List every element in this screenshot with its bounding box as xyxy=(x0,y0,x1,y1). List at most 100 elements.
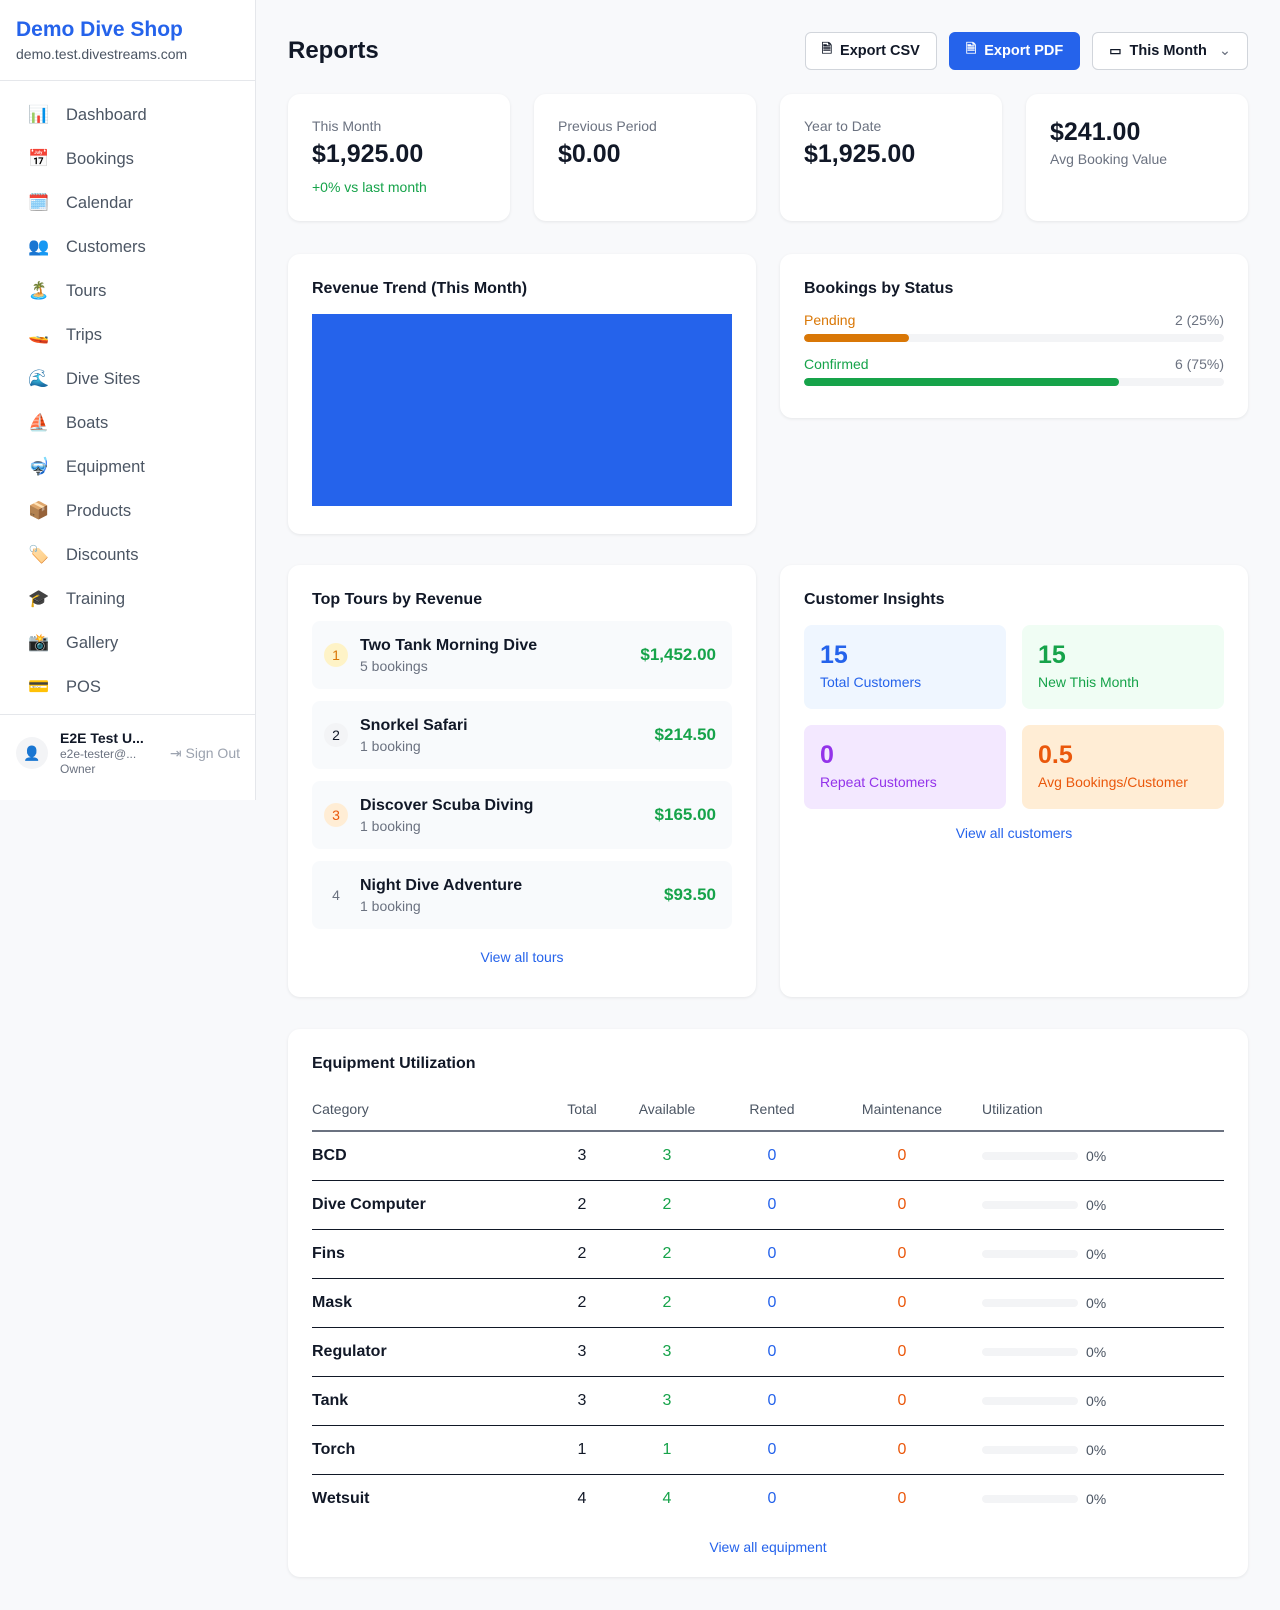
cell: 0 xyxy=(722,1376,822,1426)
cell: 3 xyxy=(552,1327,612,1377)
cell: Dive Computer xyxy=(312,1180,552,1230)
utilization-value: 0% xyxy=(1086,1147,1107,1164)
tour-item[interactable]: 3 Discover Scuba Diving 1 booking $165.00 xyxy=(312,781,732,849)
chevron-down-icon: ⌄ xyxy=(1218,43,1231,59)
sidebar-item-training[interactable]: 🎓 Training xyxy=(16,577,239,621)
dashboard-icon: 📊 xyxy=(28,105,50,124)
cell: 0 xyxy=(897,1489,907,1507)
sidebar-item-label: Products xyxy=(66,501,132,520)
calendar-icon: ▭ xyxy=(1109,43,1122,58)
cell: 3 xyxy=(552,1131,612,1181)
cell: Torch xyxy=(312,1425,552,1475)
insight-label: Total Customers xyxy=(820,674,922,690)
utilization: 0% xyxy=(982,1491,1224,1507)
rank-badge: 2 xyxy=(324,723,348,747)
cell: 2 xyxy=(552,1180,612,1230)
shop-name[interactable]: Demo Dive Shop xyxy=(16,18,183,41)
table-row: Fins 2 2 0 0 0% xyxy=(312,1229,1224,1279)
stat-previous-period: Previous Period $0.00 xyxy=(534,94,756,221)
tour-bookings: 1 booking xyxy=(360,737,421,754)
insight-label: Repeat Customers xyxy=(820,774,937,790)
sidebar-item-label: Gallery xyxy=(66,633,119,652)
cell: 3 xyxy=(612,1327,722,1377)
insight-value: 15 xyxy=(820,641,848,669)
cell: 4 xyxy=(662,1489,672,1507)
products-icon: 📦 xyxy=(28,501,50,520)
gallery-icon: 📸 xyxy=(28,633,50,652)
sidebar-item-discounts[interactable]: 🏷️ Discounts xyxy=(16,533,239,577)
cell: BCD xyxy=(312,1131,552,1181)
stat-year-to-date: Year to Date $1,925.00 xyxy=(780,94,1002,221)
user-name: E2E Test U... xyxy=(60,730,144,746)
cell: 0 xyxy=(722,1425,822,1475)
utilization-value: 0% xyxy=(1086,1343,1107,1360)
sidebar-item-customers[interactable]: 👥 Customers xyxy=(16,225,239,269)
cell: 2 xyxy=(612,1180,722,1230)
status-count: 6 (75%) xyxy=(1174,356,1224,372)
tour-item[interactable]: 4 Night Dive Adventure 1 booking $93.50 xyxy=(312,861,732,929)
table-row: BCD 3 3 0 0 0% xyxy=(312,1131,1224,1181)
utilization-bar xyxy=(982,1445,1078,1454)
sidebar: Demo Dive Shop demo.test.divestreams.com… xyxy=(0,0,256,800)
status-track xyxy=(804,378,1224,386)
view-all-customers-link[interactable]: View all customers xyxy=(955,825,1073,841)
view-all-tours-link[interactable]: View all tours xyxy=(480,949,564,965)
sidebar-item-bookings[interactable]: 📅 Bookings xyxy=(16,137,239,181)
insight-value: 0.5 xyxy=(1038,741,1073,769)
period-select[interactable]: ▭ This Month ⌄ xyxy=(1092,32,1248,70)
utilization: 0% xyxy=(982,1246,1224,1262)
sidebar-item-label: Trips xyxy=(66,325,103,344)
column-header: Available xyxy=(612,1087,722,1132)
user-email: e2e-tester@... xyxy=(60,747,137,761)
dive-sites-icon: 🌊 xyxy=(28,369,50,388)
utilization: 0% xyxy=(982,1344,1224,1360)
tour-item[interactable]: 2 Snorkel Safari 1 booking $214.50 xyxy=(312,701,732,769)
brand: Demo Dive Shop demo.test.divestreams.com xyxy=(0,0,255,81)
utilization-bar xyxy=(982,1494,1078,1503)
sidebar-item-calendar[interactable]: 🗓️ Calendar xyxy=(16,181,239,225)
insight-value: 15 xyxy=(1038,641,1066,669)
stat-avg-booking: $241.00 Avg Booking Value xyxy=(1026,94,1248,221)
view-all-equipment-link[interactable]: View all equipment xyxy=(709,1539,827,1555)
tours-icon: 🏝️ xyxy=(28,281,50,300)
rank-badge: 4 xyxy=(332,887,340,903)
sidebar-item-products[interactable]: 📦 Products xyxy=(16,489,239,533)
tour-name: Snorkel Safari xyxy=(360,716,468,734)
period-label: This Month xyxy=(1129,43,1207,59)
sidebar-nav: 📊 Dashboard 📅 Bookings 🗓️ Calendar 👥 Customers 🏝… xyxy=(0,81,255,721)
cell: Tank xyxy=(312,1376,552,1426)
equipment-card: Equipment Utilization Category Total Avail… xyxy=(288,1029,1248,1577)
export-pdf-button[interactable]: 🗎 Export PDF xyxy=(948,32,1081,70)
card-title: Bookings by Status xyxy=(804,280,954,297)
sidebar-item-label: Dashboard xyxy=(66,105,147,124)
sidebar-item-dashboard[interactable]: 📊 Dashboard xyxy=(16,93,239,137)
sidebar-item-dive-sites[interactable]: 🌊 Dive Sites xyxy=(16,357,239,401)
sidebar-item-gallery[interactable]: 📸 Gallery xyxy=(16,621,239,665)
stat-label: Previous Period xyxy=(558,118,657,134)
insight-total-customers: 15 Total Customers xyxy=(804,625,1006,709)
sidebar-item-equipment[interactable]: 🤿 Equipment xyxy=(16,445,239,489)
utilization-value: 0% xyxy=(1086,1245,1107,1262)
cell: 0 xyxy=(822,1425,982,1475)
revenue-bar xyxy=(312,314,732,506)
stat-label: This Month xyxy=(312,118,382,134)
equipment-table: Category Total Available Rented Maintenance U… xyxy=(312,1087,1224,1523)
sidebar-item-pos[interactable]: 💳 POS xyxy=(16,665,239,709)
sidebar-item-boats[interactable]: ⛵ Boats xyxy=(16,401,239,445)
cell: 0 xyxy=(822,1327,982,1377)
export-csv-button[interactable]: 🗎 Export CSV xyxy=(804,32,937,70)
file-download-icon: 🗎 xyxy=(821,41,833,56)
utilization-value: 0% xyxy=(1086,1441,1107,1458)
sidebar-item-label: Calendar xyxy=(66,193,133,212)
tour-revenue: $93.50 xyxy=(664,885,716,904)
tour-item[interactable]: 1 Two Tank Morning Dive 5 bookings $1,452.0… xyxy=(312,621,732,689)
sidebar-item-tours[interactable]: 🏝️ Tours xyxy=(16,269,239,313)
trips-icon: 🚤 xyxy=(28,325,50,344)
rank-badge: 3 xyxy=(324,803,348,827)
cell: 0 xyxy=(822,1180,982,1230)
cell: 3 xyxy=(612,1131,722,1181)
sign-out-button[interactable]: ⇥ Sign Out xyxy=(170,745,240,762)
status-fill xyxy=(804,378,1119,386)
insight-label: Avg Bookings/Customer xyxy=(1038,774,1188,790)
sidebar-item-trips[interactable]: 🚤 Trips xyxy=(16,313,239,357)
